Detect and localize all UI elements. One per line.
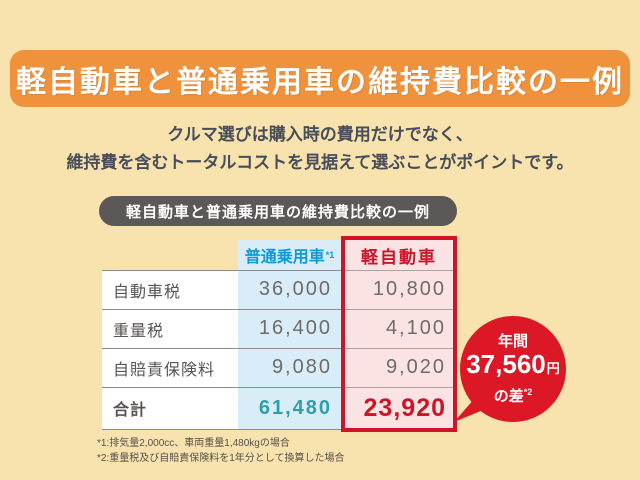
futsu-weight-tax-value: 16,400 bbox=[258, 317, 332, 339]
table-divider bbox=[102, 270, 341, 271]
kei-automobile-tax-value: 10,800 bbox=[372, 278, 446, 300]
savings-amount-number: 37,560 bbox=[466, 348, 546, 379]
label-column-background bbox=[102, 270, 238, 429]
kei-liability-insurance-value: 9,020 bbox=[385, 356, 446, 378]
row-label-weight-tax: 重量税 bbox=[113, 322, 165, 340]
savings-period: 年間 bbox=[497, 332, 528, 350]
row-label-liability-insurance: 自賠責保険料 bbox=[113, 361, 216, 379]
table-divider bbox=[102, 348, 341, 349]
row-label-automobile-tax: 自動車税 bbox=[113, 283, 182, 301]
section-title: 軽自動車と普通乗用車の維持費比較の一例 bbox=[125, 203, 430, 221]
intro-text: クルマ選びは購入時の費用だけでなく、 維持費を含むトータルコストを見据えて選ぶこ… bbox=[0, 121, 640, 177]
intro-line-2: 維持費を含むトータルコストを見据えて選ぶことがポイントです。 bbox=[66, 153, 574, 172]
savings-amount-unit: 円 bbox=[546, 360, 560, 376]
column-header-kei: 軽自動車 bbox=[345, 240, 453, 270]
table-divider bbox=[102, 429, 341, 430]
table-divider bbox=[102, 309, 341, 310]
footnote-2: *2:重量税及び自賠責保険料を1年分として換算した場合 bbox=[97, 453, 345, 464]
table-divider bbox=[345, 309, 453, 310]
footnote-marker-1: *1 bbox=[325, 250, 335, 260]
futsu-liability-insurance-value: 9,080 bbox=[271, 356, 332, 378]
table-divider bbox=[345, 270, 453, 271]
kei-weight-tax-value: 4,100 bbox=[385, 317, 446, 339]
table-divider bbox=[102, 387, 341, 388]
row-label-total: 合計 bbox=[113, 402, 148, 419]
savings-amount: 37,560円 bbox=[466, 350, 560, 383]
futsu-column-background bbox=[238, 240, 341, 429]
futsu-automobile-tax-value: 36,000 bbox=[258, 278, 332, 300]
main-title-banner: 軽自動車と普通乗用車の維持費比較の一例 bbox=[10, 50, 630, 107]
column-header-kei-label: 軽自動車 bbox=[361, 247, 437, 267]
section-title-pill: 軽自動車と普通乗用車の維持費比較の一例 bbox=[99, 196, 457, 226]
futsu-total-value: 61,480 bbox=[258, 396, 332, 419]
savings-suffix-label: の差 bbox=[493, 387, 524, 405]
footnote-marker-2: *2 bbox=[523, 386, 533, 397]
intro-line-1: クルマ選びは購入時の費用だけでなく、 bbox=[167, 125, 473, 144]
table-divider bbox=[345, 387, 453, 388]
kei-column-highlight-box bbox=[341, 236, 457, 432]
column-header-futsu-label: 普通乗用車 bbox=[244, 249, 325, 266]
savings-suffix: の差*2 bbox=[494, 383, 533, 406]
column-header-futsu: 普通乗用車 *1 bbox=[238, 240, 341, 270]
annual-savings-bubble: 年間 37,560円 の差*2 bbox=[460, 316, 566, 422]
table-divider bbox=[345, 348, 453, 349]
kei-total-value: 23,920 bbox=[363, 393, 446, 422]
footnote-1: *1:排気量2,000cc、車両重量1,480kgの場合 bbox=[97, 438, 290, 449]
main-title: 軽自動車と普通乗用車の維持費比較の一例 bbox=[16, 65, 624, 99]
footnotes: *1:排気量2,000cc、車両重量1,480kgの場合 *2:重量税及び自賠責… bbox=[97, 436, 345, 466]
